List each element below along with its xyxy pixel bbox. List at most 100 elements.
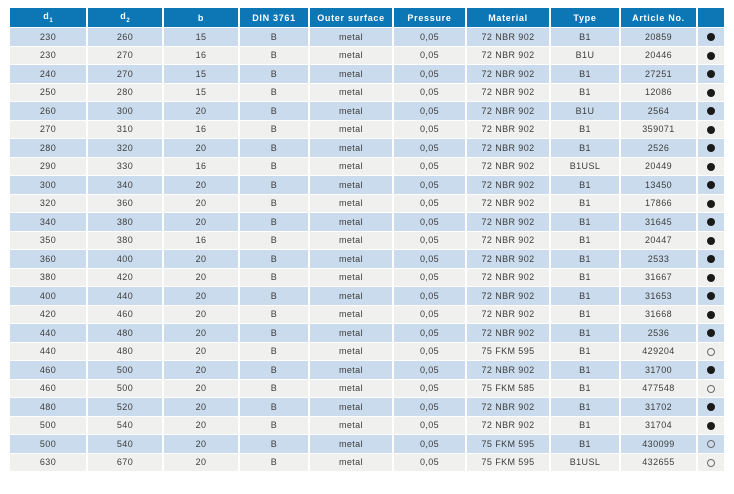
cell-d1: 630 xyxy=(10,453,86,471)
filled-dot-icon xyxy=(707,51,715,60)
cell-outer-surface: metal xyxy=(310,28,392,46)
cell-availability xyxy=(698,157,724,175)
open-dot-icon xyxy=(707,458,715,467)
cell-material: 72 NBR 902 xyxy=(467,176,549,194)
table-row: 500 540 20 B metal 0,05 75 FKM 595 B1 43… xyxy=(10,435,724,453)
cell-type: B1 xyxy=(551,139,619,157)
cell-d1: 380 xyxy=(10,268,86,286)
cell-material: 75 FKM 595 xyxy=(467,453,549,471)
cell-type: B1 xyxy=(551,194,619,212)
col-header-material: Material xyxy=(467,8,549,27)
cell-material: 72 NBR 902 xyxy=(467,361,549,379)
cell-outer-surface: metal xyxy=(310,324,392,342)
table-row: 270 310 16 B metal 0,05 72 NBR 902 B1 35… xyxy=(10,120,724,138)
cell-material: 72 NBR 902 xyxy=(467,231,549,249)
cell-d1: 480 xyxy=(10,398,86,416)
cell-availability xyxy=(698,287,724,305)
cell-b: 20 xyxy=(164,176,238,194)
open-dot-icon xyxy=(707,440,715,449)
cell-material: 72 NBR 902 xyxy=(467,46,549,64)
cell-material: 72 NBR 902 xyxy=(467,398,549,416)
cell-outer-surface: metal xyxy=(310,361,392,379)
cell-d1: 440 xyxy=(10,324,86,342)
cell-outer-surface: metal xyxy=(310,83,392,101)
cell-article-no: 430099 xyxy=(621,435,696,453)
cell-availability xyxy=(698,231,724,249)
col-header-d1-sub: 1 xyxy=(49,17,53,24)
col-header-b: b xyxy=(164,8,238,27)
cell-b: 20 xyxy=(164,139,238,157)
cell-type: B1 xyxy=(551,398,619,416)
filled-dot-icon xyxy=(707,329,715,338)
cell-availability xyxy=(698,305,724,323)
cell-d1: 230 xyxy=(10,28,86,46)
cell-pressure: 0,05 xyxy=(394,398,465,416)
cell-type: B1 xyxy=(551,231,619,249)
col-header-pressure: Pressure xyxy=(394,8,465,27)
col-header-type-label: Type xyxy=(573,12,597,23)
cell-article-no: 20446 xyxy=(621,46,696,64)
cell-pressure: 0,05 xyxy=(394,139,465,157)
cell-d1: 240 xyxy=(10,65,86,83)
cell-article-no: 27251 xyxy=(621,65,696,83)
cell-article-no: 20447 xyxy=(621,231,696,249)
table-row: 320 360 20 B metal 0,05 72 NBR 902 B1 17… xyxy=(10,194,724,212)
cell-availability xyxy=(698,324,724,342)
cell-b: 16 xyxy=(164,157,238,175)
cell-pressure: 0,05 xyxy=(394,342,465,360)
cell-b: 20 xyxy=(164,287,238,305)
cell-outer-surface: metal xyxy=(310,46,392,64)
cell-b: 20 xyxy=(164,379,238,397)
cell-b: 15 xyxy=(164,83,238,101)
cell-b: 15 xyxy=(164,28,238,46)
cell-d1: 360 xyxy=(10,250,86,268)
table-row: 500 540 20 B metal 0,05 72 NBR 902 B1 31… xyxy=(10,416,724,434)
cell-d2: 280 xyxy=(88,83,162,101)
cell-availability xyxy=(698,213,724,231)
filled-dot-icon xyxy=(707,366,715,375)
cell-material: 72 NBR 902 xyxy=(467,416,549,434)
cell-pressure: 0,05 xyxy=(394,46,465,64)
cell-din-3761: B xyxy=(240,379,308,397)
cell-article-no: 31653 xyxy=(621,287,696,305)
cell-d1: 500 xyxy=(10,435,86,453)
cell-pressure: 0,05 xyxy=(394,287,465,305)
cell-type: B1 xyxy=(551,268,619,286)
cell-din-3761: B xyxy=(240,28,308,46)
filled-dot-icon xyxy=(707,88,715,97)
cell-material: 72 NBR 902 xyxy=(467,120,549,138)
cell-b: 20 xyxy=(164,102,238,120)
cell-d2: 440 xyxy=(88,287,162,305)
table-row: 460 500 20 B metal 0,05 75 FKM 585 B1 47… xyxy=(10,379,724,397)
filled-dot-icon xyxy=(707,273,715,282)
cell-type: B1 xyxy=(551,120,619,138)
table-row: 240 270 15 B metal 0,05 72 NBR 902 B1 27… xyxy=(10,65,724,83)
filled-dot-icon xyxy=(707,181,715,190)
col-header-d2-label: d xyxy=(120,11,127,22)
cell-pressure: 0,05 xyxy=(394,102,465,120)
cell-d2: 270 xyxy=(88,46,162,64)
filled-dot-icon xyxy=(707,33,715,42)
col-header-material-label: Material xyxy=(488,12,528,23)
cell-outer-surface: metal xyxy=(310,120,392,138)
filled-dot-icon xyxy=(707,125,715,134)
cell-material: 72 NBR 902 xyxy=(467,287,549,305)
col-header-din-3761: DIN 3761 xyxy=(240,8,308,27)
cell-b: 20 xyxy=(164,268,238,286)
cell-type: B1 xyxy=(551,305,619,323)
cell-din-3761: B xyxy=(240,342,308,360)
cell-type: B1 xyxy=(551,435,619,453)
cell-b: 20 xyxy=(164,453,238,471)
cell-d2: 500 xyxy=(88,361,162,379)
col-header-pressure-label: Pressure xyxy=(407,12,452,23)
cell-outer-surface: metal xyxy=(310,416,392,434)
cell-din-3761: B xyxy=(240,176,308,194)
cell-type: B1U xyxy=(551,102,619,120)
cell-d2: 300 xyxy=(88,102,162,120)
cell-d2: 360 xyxy=(88,194,162,212)
cell-pressure: 0,05 xyxy=(394,157,465,175)
cell-material: 72 NBR 902 xyxy=(467,83,549,101)
cell-b: 20 xyxy=(164,416,238,434)
cell-d2: 400 xyxy=(88,250,162,268)
cell-d2: 540 xyxy=(88,416,162,434)
